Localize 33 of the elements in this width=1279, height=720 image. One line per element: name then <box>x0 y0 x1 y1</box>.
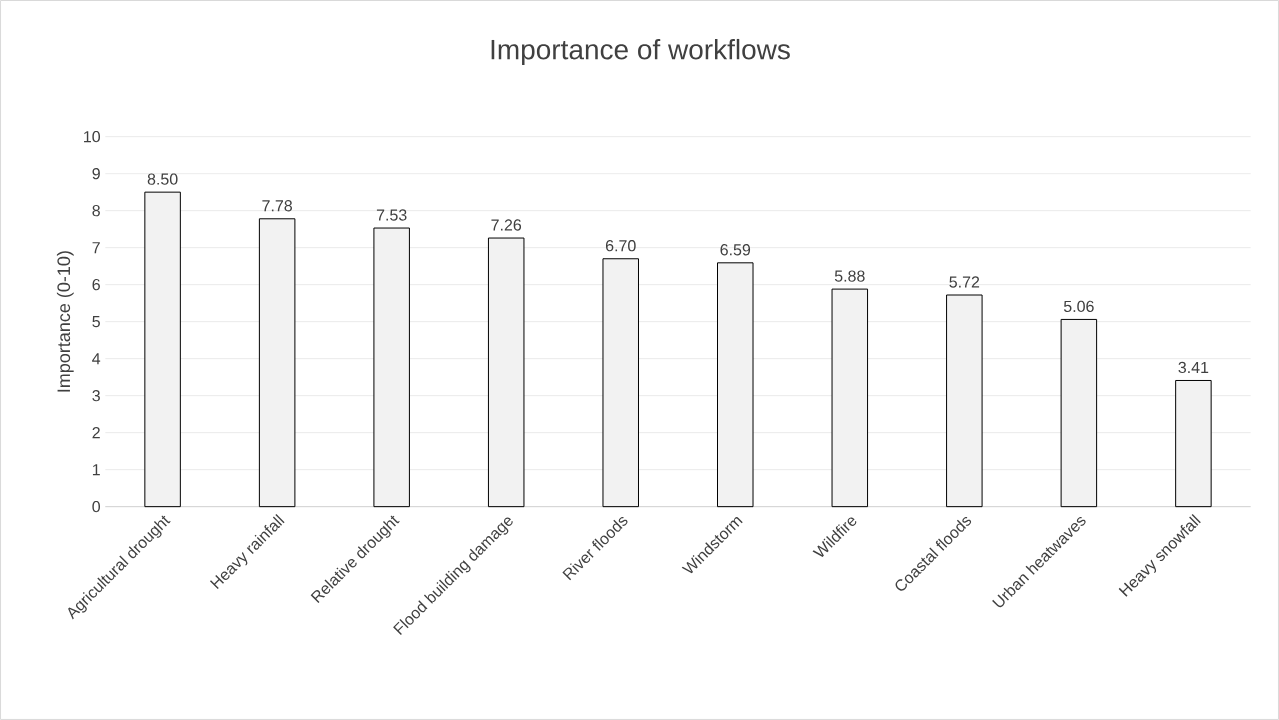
y-tick-label: 8 <box>92 205 100 217</box>
bar <box>144 191 181 508</box>
bar <box>1175 379 1212 508</box>
y-tick-label: 10 <box>84 131 101 143</box>
bar <box>602 258 639 508</box>
bar <box>1060 318 1098 508</box>
data-label: 7.78 <box>262 200 292 212</box>
y-tick-label: 2 <box>92 427 100 439</box>
y-tick-label: 3 <box>92 389 100 402</box>
data-label: 6.59 <box>720 244 751 256</box>
chart-title: Importance of workflows <box>491 38 790 66</box>
bar <box>946 294 983 508</box>
bar <box>373 227 410 508</box>
y-tick-label: 5 <box>92 316 100 328</box>
y-tick-label: 9 <box>92 168 100 180</box>
y-tick-label: 6 <box>92 279 100 291</box>
bar <box>487 237 525 508</box>
y-axis-title: Importance (0-10) <box>56 251 74 392</box>
bar <box>717 262 754 508</box>
data-label: 6.70 <box>605 240 636 252</box>
y-tick-label: 4 <box>92 353 101 365</box>
y-tick-label: 0 <box>92 500 101 513</box>
data-label: 5.88 <box>834 270 865 282</box>
data-label: 5.72 <box>949 276 980 288</box>
y-tick-label: 7 <box>92 242 100 254</box>
data-label: 3.41 <box>1178 361 1209 374</box>
data-label: 5.06 <box>1063 300 1094 313</box>
data-label: 7.26 <box>491 219 522 231</box>
bar <box>831 288 869 508</box>
bar <box>258 218 296 508</box>
y-tick-label: 1 <box>92 464 100 476</box>
data-label: 8.50 <box>147 173 178 185</box>
data-label: 7.53 <box>376 209 407 221</box>
